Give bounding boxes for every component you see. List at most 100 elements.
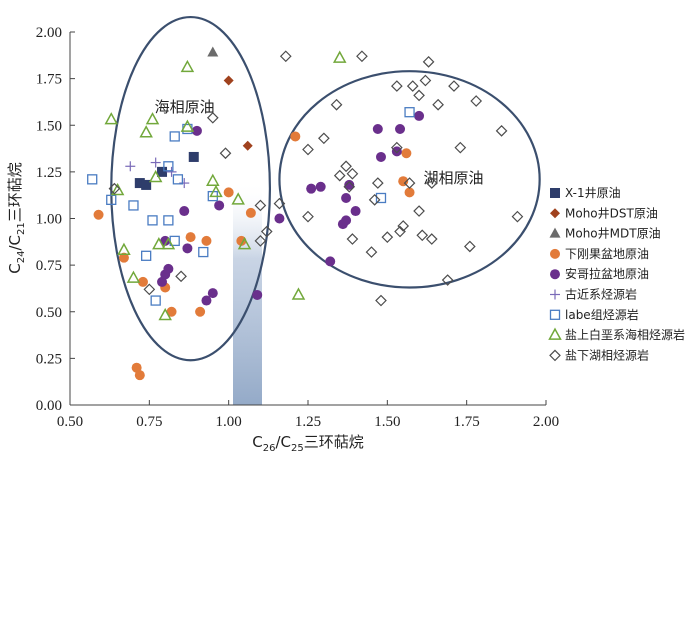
legend-marker — [550, 289, 560, 300]
data-point — [371, 177, 384, 189]
data-point — [403, 177, 416, 189]
data-point — [137, 276, 148, 287]
data-point — [150, 295, 161, 306]
data-point — [341, 215, 352, 226]
data-point — [87, 174, 98, 185]
data-point — [237, 237, 252, 250]
legend-label: X-1井原油 — [565, 186, 621, 200]
data-point — [141, 250, 152, 261]
data-point — [254, 199, 267, 212]
data-point — [279, 50, 292, 63]
data-point — [341, 192, 352, 203]
data-point — [306, 183, 317, 194]
legend-marker — [549, 349, 561, 362]
data-point — [401, 148, 412, 159]
data-point — [441, 274, 454, 286]
data-point — [209, 184, 223, 198]
data-point — [422, 55, 435, 68]
data-point — [470, 95, 483, 107]
data-point — [134, 178, 145, 189]
data-point — [495, 124, 508, 137]
data-point — [318, 132, 330, 145]
data-point — [143, 283, 156, 296]
data-point — [416, 229, 429, 242]
data-point — [381, 231, 394, 243]
data-point — [375, 294, 387, 307]
data-point — [394, 225, 406, 238]
legend-label: 古近系烃源岩 — [565, 287, 637, 302]
data-point — [157, 166, 168, 177]
data-point — [118, 252, 129, 263]
zone-ellipse — [110, 15, 272, 362]
y-tick-label: 1.50 — [36, 118, 62, 134]
data-point — [325, 256, 336, 267]
x-tick-label: 2.00 — [533, 414, 559, 430]
data-point — [180, 59, 195, 73]
data-point — [372, 123, 383, 134]
data-point — [179, 178, 190, 189]
data-point — [454, 141, 467, 154]
data-point — [201, 235, 212, 246]
y-axis-label: C24/C21三环萜烷 — [6, 162, 27, 274]
data-point — [163, 263, 174, 274]
data-point — [163, 161, 174, 172]
data-point — [419, 74, 432, 87]
data-point — [242, 140, 253, 151]
data-point — [207, 288, 218, 299]
legend-label: 盐上白垩系海相烃源岩 — [565, 327, 685, 342]
legend-label: Moho井MDT原油 — [565, 227, 661, 241]
data-point — [260, 225, 273, 238]
legend-marker — [550, 208, 560, 219]
data-point — [413, 205, 425, 217]
data-point — [108, 182, 121, 195]
data-point — [161, 237, 176, 250]
data-point — [254, 235, 267, 247]
zone-label: 湖相原油 — [424, 169, 484, 187]
data-point — [180, 119, 195, 132]
data-point — [344, 179, 355, 190]
data-point — [145, 112, 160, 125]
data-point — [397, 220, 410, 232]
data-point — [185, 232, 196, 243]
x-tick-label: 0.75 — [136, 414, 162, 430]
legend-marker — [550, 269, 560, 280]
zone-label: 海相原油 — [155, 98, 215, 116]
data-point — [175, 270, 187, 283]
data-point — [207, 46, 219, 57]
x-tick-label: 1.50 — [374, 414, 400, 430]
data-point — [191, 125, 202, 136]
data-point — [375, 192, 387, 204]
data-point — [432, 98, 444, 111]
data-point — [463, 240, 476, 253]
data-point — [346, 233, 359, 245]
data-point — [214, 200, 225, 211]
data-point — [147, 215, 158, 226]
data-point — [110, 182, 125, 196]
data-point — [414, 110, 425, 121]
data-point — [223, 187, 234, 198]
y-tick-label: 0.00 — [36, 398, 62, 414]
data-point — [93, 209, 104, 220]
data-point — [340, 160, 352, 173]
y-tick-label: 2.00 — [36, 25, 62, 41]
data-point — [166, 166, 177, 177]
data-point — [290, 131, 301, 142]
data-point — [350, 206, 361, 217]
legend: X-1井原油 Moho井DST原油 Moho井MDT原油下刚果盆地原油安哥拉盆地原油… — [548, 186, 685, 362]
y-tick-label: 1.25 — [36, 165, 62, 181]
data-point — [148, 169, 163, 183]
data-point — [139, 125, 153, 138]
data-point — [330, 98, 343, 111]
x-axis-ticks: 0.50 0.75 1.00 1.25 1.50 1.75 2.00 — [57, 400, 559, 430]
legend-label: 下刚果盆地原油 — [565, 247, 649, 261]
data-point — [117, 242, 131, 255]
data-point — [104, 112, 119, 125]
legend-label: 安哥拉盆地原油 — [565, 266, 649, 281]
data-point — [302, 210, 314, 223]
data-point — [157, 276, 168, 287]
data-point — [511, 210, 524, 223]
data-point — [448, 80, 460, 92]
y-tick-label: 0.50 — [36, 305, 62, 321]
data-point — [302, 143, 314, 156]
